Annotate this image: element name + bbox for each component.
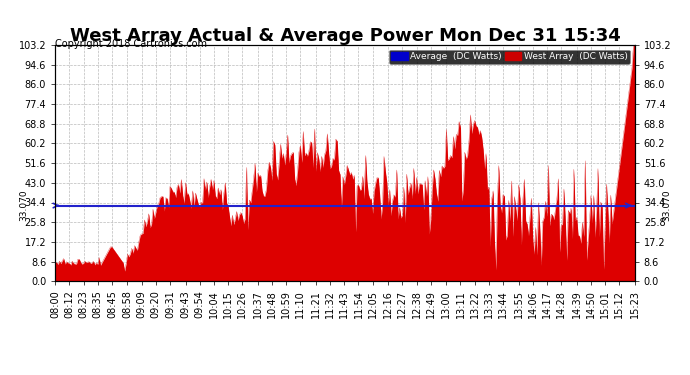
Title: West Array Actual & Average Power Mon Dec 31 15:34: West Array Actual & Average Power Mon De… xyxy=(70,27,620,45)
Text: 33.070: 33.070 xyxy=(662,190,671,221)
Text: Copyright 2018 Cartronics.com: Copyright 2018 Cartronics.com xyxy=(55,39,207,50)
Legend: Average  (DC Watts), West Array  (DC Watts): Average (DC Watts), West Array (DC Watts… xyxy=(388,50,630,64)
Text: 33.070: 33.070 xyxy=(19,190,28,221)
